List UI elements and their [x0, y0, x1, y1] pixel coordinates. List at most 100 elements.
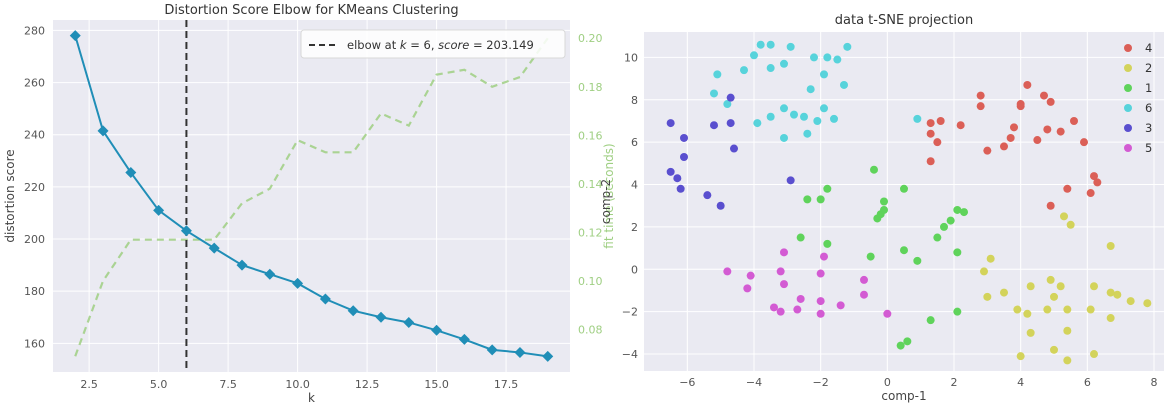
tsne-x-tick-label: −2 [813, 376, 829, 389]
elbow-x-tick-label: 10.0 [285, 378, 310, 391]
tsne-point-cluster-4 [1046, 97, 1055, 106]
tsne-point-cluster-4 [926, 129, 935, 138]
tsne-y-tick-label: 8 [631, 94, 638, 107]
tsne-point-cluster-3 [703, 191, 712, 200]
tsne-point-cluster-5 [883, 309, 892, 318]
elbow-y-tick-label: 160 [24, 337, 45, 350]
tsne-point-cluster-4 [1023, 80, 1032, 89]
tsne-point-cluster-1 [953, 307, 962, 316]
distortion-point [542, 350, 554, 362]
tsne-point-cluster-2 [1043, 305, 1052, 314]
tsne-point-cluster-4 [926, 119, 935, 128]
elbow-y-axis-label: distortion score [3, 149, 17, 242]
tsne-point-cluster-6 [750, 51, 758, 60]
tsne-grid [644, 32, 1164, 371]
elbow-legend-k-symbol: k [400, 38, 408, 52]
distortion-point [125, 167, 137, 179]
tsne-point-cluster-4 [1016, 100, 1025, 109]
tsne-point-cluster-1 [900, 184, 908, 193]
tsne-point-cluster-5 [780, 248, 788, 257]
tsne-point-cluster-3 [786, 176, 795, 185]
tsne-point-cluster-3 [726, 119, 735, 128]
distortion-point [69, 30, 81, 42]
tsne-point-cluster-2 [1106, 288, 1115, 297]
tsne-point-cluster-6 [830, 114, 838, 123]
tsne-point-cluster-5 [860, 275, 868, 284]
tsne-point-cluster-4 [956, 121, 965, 130]
tsne-point-cluster-3 [680, 133, 688, 142]
tsne-point-cluster-4 [1040, 91, 1048, 100]
fit-time-line [74, 37, 549, 357]
tsne-point-cluster-1 [823, 239, 832, 248]
tsne-point-cluster-3 [710, 121, 718, 130]
elbow-y-tick-label: 280 [24, 24, 45, 37]
elbow-y2-axis-label: fit time (seconds) [602, 143, 616, 248]
tsne-point-cluster-2 [1090, 282, 1098, 291]
tsne-point-cluster-1 [926, 316, 935, 325]
distortion-point [458, 333, 470, 345]
elbow-x-tick-label: 5.0 [150, 378, 168, 391]
tsne-point-cluster-6 [840, 80, 848, 89]
tsne-point-cluster-3 [676, 184, 685, 193]
elbow-legend: elbow at k = 6, score = 203.149 [300, 29, 566, 59]
tsne-point-cluster-3 [666, 167, 675, 176]
tsne-legend-label-3: 3 [1145, 121, 1152, 135]
distortion-point [431, 324, 443, 336]
tsne-point-cluster-4 [1010, 123, 1018, 132]
tsne-point-cluster-1 [803, 195, 812, 204]
tsne-x-tick-label: −4 [746, 376, 762, 389]
tsne-point-cluster-6 [740, 66, 748, 75]
distortion-point [292, 277, 304, 289]
tsne-point-cluster-1 [900, 246, 908, 255]
tsne-point-cluster-4 [1006, 133, 1015, 142]
tsne-point-cluster-6 [780, 59, 788, 68]
tsne-marks [666, 40, 1152, 365]
distortion-line [74, 35, 548, 358]
distortion-point [264, 268, 276, 280]
elbow-x-tick-label: 17.5 [494, 378, 519, 391]
tsne-y-tick-label: 6 [631, 136, 638, 149]
tsne-legend-swatch-3 [1124, 124, 1132, 132]
tsne-point-cluster-6 [913, 114, 922, 123]
elbow-y2-tick-label: 0.18 [578, 81, 603, 94]
elbow-legend-prefix: elbow at [347, 38, 400, 52]
tsne-point-cluster-6 [756, 40, 765, 49]
tsne-point-cluster-2 [1090, 350, 1098, 359]
distortion-point [97, 125, 109, 137]
tsne-point-cluster-1 [816, 195, 825, 204]
distortion-point [375, 311, 387, 323]
tsne-point-cluster-6 [833, 55, 842, 64]
elbow-y2-tick-label: 0.12 [578, 226, 603, 239]
tsne-point-cluster-2 [980, 267, 988, 276]
tsne-point-cluster-4 [983, 146, 992, 155]
tsne-point-cluster-2 [1063, 305, 1072, 314]
tsne-point-cluster-6 [713, 70, 722, 79]
tsne-point-cluster-1 [796, 233, 805, 242]
tsne-point-cluster-4 [1046, 201, 1055, 210]
distortion-point [347, 305, 359, 317]
distortion-point [319, 293, 331, 305]
tsne-x-tick-label: −6 [679, 376, 695, 389]
tsne-point-cluster-2 [1046, 275, 1055, 284]
elbow-legend-box [300, 29, 566, 59]
tsne-point-cluster-2 [983, 292, 992, 301]
tsne-point-cluster-6 [803, 129, 812, 138]
elbow-y-tick-label: 180 [24, 285, 45, 298]
tsne-point-cluster-6 [753, 119, 762, 128]
tsne-point-cluster-4 [936, 116, 945, 125]
tsne-point-cluster-1 [953, 248, 962, 257]
tsne-point-cluster-6 [820, 104, 828, 113]
tsne-point-cluster-4 [926, 157, 935, 166]
elbow-legend-k-value: = 6, [407, 38, 439, 52]
tsne-legend-swatch-5 [1124, 144, 1132, 152]
elbow-x-tick-label: 2.5 [80, 378, 98, 391]
tsne-point-cluster-2 [1106, 314, 1115, 323]
tsne-point-cluster-2 [1023, 309, 1032, 318]
tsne-point-cluster-4 [1093, 178, 1102, 187]
elbow-y2-tick-label: 0.10 [578, 275, 603, 288]
tsne-point-cluster-3 [716, 201, 725, 210]
tsne-point-cluster-6 [780, 104, 788, 113]
tsne-point-cluster-4 [1063, 184, 1072, 193]
tsne-legend-label-2: 2 [1145, 61, 1152, 75]
elbow-legend-score-symbol: score [438, 38, 469, 52]
